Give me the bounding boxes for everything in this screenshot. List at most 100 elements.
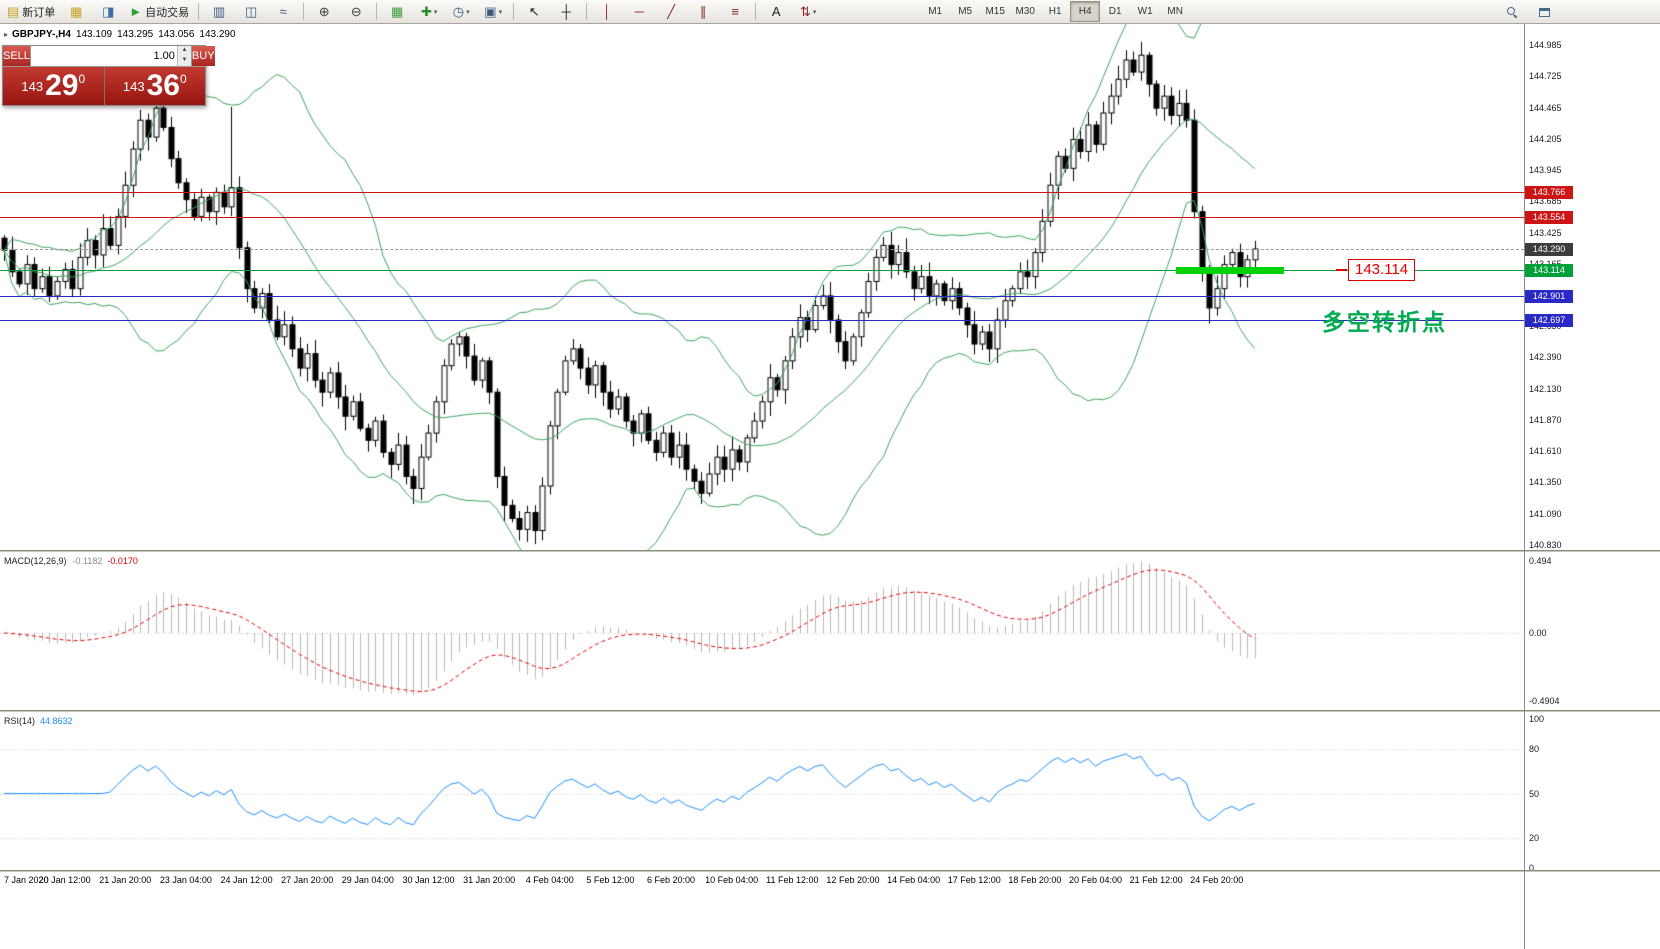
toolbar-separator: [755, 3, 757, 20]
panel-separator[interactable]: [0, 870, 1660, 872]
templates-button[interactable]: ▣ ▾: [478, 1, 508, 23]
price-badge-143.554: 143.554: [1525, 211, 1573, 225]
time-axis-label: 11 Feb 12:00: [766, 875, 819, 885]
indicators-button[interactable]: ✚ ▾: [414, 1, 444, 23]
price-tick: 143.165: [1529, 259, 1562, 269]
vertical-line-button[interactable]: │: [592, 1, 622, 23]
volume-input[interactable]: [30, 46, 177, 66]
windows-button[interactable]: [1529, 1, 1559, 23]
new-order-button[interactable]: ▤ 新订单: [3, 1, 59, 23]
indicators-icon: ✚: [420, 4, 432, 19]
timeframe-button-d1[interactable]: D1: [1108, 6, 1122, 17]
timeframe-button-m30[interactable]: M30: [1015, 6, 1035, 17]
new-order-label: 新订单: [22, 6, 56, 19]
windows-icon: [1538, 7, 1550, 17]
profiles-button[interactable]: ◨: [93, 1, 123, 23]
new-chart-button[interactable]: ▦: [61, 1, 91, 23]
price-badge-143.766: 143.766: [1525, 185, 1573, 199]
volume-spinner: ▲ ▼: [176, 46, 191, 66]
price-hline-143.114[interactable]: [0, 270, 1524, 272]
time-axis-label: 24 Feb 20:00: [1190, 875, 1244, 885]
price-hline-143.766[interactable]: [0, 191, 1524, 193]
search-icon: [1506, 6, 1518, 18]
timeframe-button-w1[interactable]: W1: [1137, 6, 1153, 17]
price-chart-canvas[interactable]: [0, 24, 1524, 550]
search-button[interactable]: [1497, 1, 1527, 23]
line-chart-mode-button[interactable]: ≈: [268, 1, 298, 23]
toolbar-separator: [376, 3, 378, 20]
arrows-tool-icon: ⇅: [799, 4, 811, 19]
time-axis-label: 4 Feb 04:00: [525, 875, 574, 885]
bar-chart-mode-button[interactable]: ▥: [204, 1, 234, 23]
text-tool-button[interactable]: A: [761, 1, 791, 23]
price-annotation-label[interactable]: 143.114: [1348, 259, 1416, 282]
price-tick: 144.985: [1529, 40, 1562, 50]
rsi-scale-tick: 20: [1529, 833, 1540, 844]
time-axis-label: 29 Jan 04:00: [341, 875, 394, 885]
time-axis-label: 18 Feb 20:00: [1008, 875, 1062, 885]
auto-trading-button[interactable]: ► 自动交易: [125, 1, 193, 23]
sell-price-base: 143: [21, 78, 44, 94]
horizontal-line-button[interactable]: ─: [624, 1, 654, 23]
time-axis-label: 17 Feb 12:00: [947, 875, 1001, 885]
support-segment[interactable]: [1176, 267, 1284, 275]
buy-price-button[interactable]: 143 36 0: [104, 67, 205, 105]
profiles-icon: ◨: [102, 4, 115, 19]
timeframe-button-mn[interactable]: MN: [1167, 6, 1183, 17]
turning-point-annotation[interactable]: 多空转折点: [1322, 309, 1447, 335]
panel-separator[interactable]: [0, 550, 1660, 552]
volume-down-button[interactable]: ▼: [177, 56, 191, 66]
volume-up-button[interactable]: ▲: [177, 46, 191, 56]
rsi-canvas[interactable]: [0, 712, 1524, 870]
price-scale-separator: [1524, 24, 1525, 949]
time-axis-label: 12 Feb 20:00: [826, 875, 880, 885]
crosshair-button[interactable]: ┼: [551, 1, 581, 23]
timeframe-button-h4[interactable]: H4: [1070, 1, 1101, 22]
zoom-in-button[interactable]: ⊕: [309, 1, 339, 23]
fibonacci-button[interactable]: ≡: [720, 1, 750, 23]
macd-scale-max: 0.494: [1529, 556, 1552, 566]
rsi-name: RSI(14): [4, 716, 36, 726]
auto-trading-icon: ►: [129, 4, 143, 19]
toolbar-separator: [586, 3, 588, 20]
tile-windows-button[interactable]: ▦: [382, 1, 412, 23]
periods-icon: ◷: [452, 4, 465, 19]
price-hline-143.554[interactable]: [0, 217, 1524, 219]
panel-separator[interactable]: [0, 710, 1660, 712]
dropdown-caret-icon: ▾: [498, 8, 503, 16]
main-toolbar: ▤ 新订单 ▦ ◨ ► 自动交易 ▥ ◫ ≈ ⊕ ⊖ ▦ ✚ ▾ ◷ ▾ ▣ ▾ ↖ ┼ │ ─ ╱ ∥ ≡ A ⇅ ▾ M1 M5 M1…: [0, 0, 1660, 24]
buy-button[interactable]: BUY: [191, 46, 215, 66]
equidistant-channel-button[interactable]: ∥: [688, 1, 718, 23]
trendline-button[interactable]: ╱: [656, 1, 686, 23]
price-tick: 144.465: [1529, 102, 1562, 113]
time-axis[interactable]: 7 Jan 2020 20 Jan 12:00 21 Jan 20:00 23 Jan…: [0, 874, 1524, 889]
timeframe-button-m5[interactable]: M5: [958, 6, 973, 17]
time-axis-label: 20 Jan 12:00: [38, 875, 91, 885]
templates-icon: ▣: [484, 4, 497, 19]
sell-price-button[interactable]: 143 29 0: [3, 67, 104, 105]
rsi-scale-tick: 80: [1529, 743, 1540, 754]
new-chart-icon: ▦: [70, 4, 83, 19]
arrows-tool-button[interactable]: ⇅ ▾: [793, 1, 823, 23]
time-axis-label: 7 Jan 2020: [4, 875, 49, 885]
cursor-button[interactable]: ↖: [519, 1, 549, 23]
dropdown-caret-icon: ▾: [466, 8, 470, 16]
timeframe-button-h1[interactable]: H1: [1048, 6, 1062, 17]
symbol-period-label: GBPJPY-,H4: [12, 29, 71, 40]
macd-signal-value: -0.0170: [107, 556, 138, 566]
price-tick: 143.425: [1529, 227, 1562, 238]
sell-price-big: 29: [45, 69, 79, 102]
zoom-out-button[interactable]: ⊖: [341, 1, 371, 23]
timeframe-button-m1[interactable]: M1: [928, 6, 943, 17]
periods-button[interactable]: ◷ ▾: [446, 1, 476, 23]
price-hline-142.901[interactable]: [0, 295, 1524, 297]
rsi-value: 44.8632: [40, 716, 73, 726]
price-hline-142.697[interactable]: [0, 320, 1524, 322]
sell-button[interactable]: SELL: [3, 46, 30, 66]
candle-chart-mode-button[interactable]: ◫: [236, 1, 266, 23]
rsi-scale-tick: 100: [1529, 714, 1545, 724]
timeframe-button-m15[interactable]: M15: [985, 6, 1005, 17]
price-hline-143.290[interactable]: [0, 248, 1524, 250]
macd-canvas[interactable]: [0, 552, 1524, 710]
sell-price-sup: 0: [78, 72, 86, 86]
